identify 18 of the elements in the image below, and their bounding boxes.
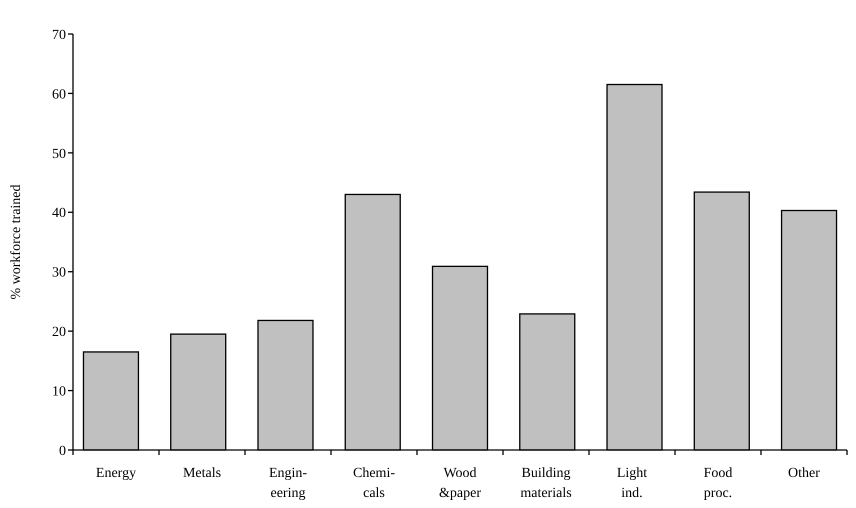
x-tick-label: Food proc. bbox=[704, 466, 732, 501]
x-tick-label: Other bbox=[788, 466, 820, 481]
y-tick-label: 50 bbox=[52, 146, 66, 162]
x-tick-label: Metals bbox=[182, 466, 222, 481]
y-tick-label: 0 bbox=[59, 444, 66, 459]
y-tick-label: 30 bbox=[52, 266, 66, 281]
x-tick-label: Energy bbox=[96, 466, 136, 481]
x-tick-label: Wood &paper bbox=[439, 466, 482, 501]
y-tick-label: 70 bbox=[52, 28, 66, 43]
y-tick-label: 40 bbox=[52, 206, 66, 222]
x-tick-label: Chemi- cals bbox=[353, 466, 396, 501]
y-tick-label: 60 bbox=[52, 87, 66, 102]
y-tick-label: 10 bbox=[52, 384, 66, 400]
x-tick-label: Building materials bbox=[520, 466, 572, 501]
y-tick-label: 20 bbox=[52, 325, 66, 340]
x-tick-label: Engin- eering bbox=[268, 466, 308, 501]
x-tick-label: Light ind. bbox=[616, 466, 648, 501]
y-axis-title: % workforce trained bbox=[9, 184, 24, 300]
